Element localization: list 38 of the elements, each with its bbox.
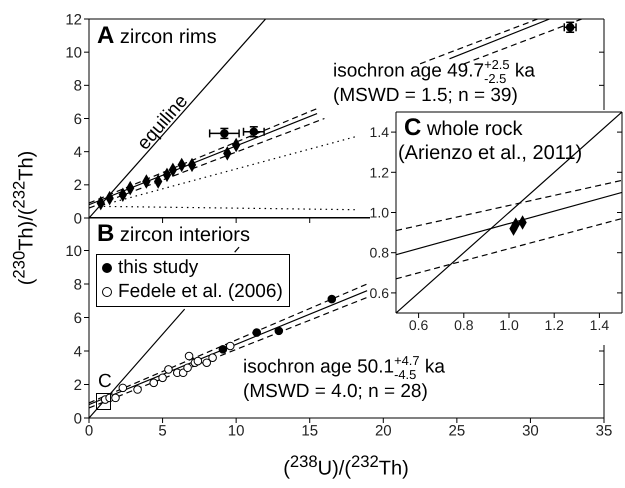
y-tick-label: 0 (74, 210, 82, 228)
x-tick-label: 5 (158, 422, 167, 440)
y-tick-label: 8 (74, 78, 82, 95)
chart-title: A zircon rims (97, 22, 217, 49)
annotation: C (98, 371, 112, 392)
x-tick-label: 35 (596, 422, 612, 440)
y-tick-label: 1.4 (370, 124, 390, 140)
y-tick-label: 4 (74, 343, 82, 360)
x-axis-title: ($^{238}$U)/($^{232}$Th) (282, 452, 410, 481)
x-tick-label: 25 (448, 422, 466, 440)
y-tick-label: 0.8 (370, 244, 390, 261)
x-tick-label: 20 (374, 422, 392, 440)
y-tick-label: 2 (74, 177, 82, 194)
y-tick-label: 6 (74, 110, 82, 128)
x-tick-label: 15 (301, 422, 318, 440)
y-tick-label: 12 (65, 11, 82, 28)
x-tick-label: 1.2 (544, 316, 564, 333)
y-tick-label: 0.6 (370, 284, 390, 301)
legend-label: this study (118, 256, 198, 280)
y-tick-label: 6 (74, 310, 82, 327)
x-tick-label: 1.4 (590, 316, 610, 333)
y-tick-label: 8 (74, 276, 82, 294)
x-tick-label: 0.8 (454, 316, 474, 333)
y-tick-label: 1.0 (370, 204, 390, 220)
y-tick-label: 0 (74, 410, 82, 428)
y-tick-label: 10 (65, 44, 82, 62)
y-tick-label: 10 (65, 242, 82, 260)
x-tick-label: 0.6 (408, 316, 429, 333)
x-tick-label: 1.0 (499, 316, 519, 333)
x-tick-label: 30 (522, 422, 539, 440)
chart-title: B zircon interiors (97, 220, 250, 247)
chart-title: C whole rock (404, 114, 523, 141)
x-tick-label: 10 (228, 422, 244, 440)
y-tick-label: 1.2 (370, 164, 390, 180)
x-tick-label: 0 (84, 422, 94, 440)
y-tick-label: 4 (74, 144, 82, 161)
legend-label: Fedele et al. (2006) (118, 280, 283, 304)
y-tick-label: 2 (74, 376, 82, 394)
